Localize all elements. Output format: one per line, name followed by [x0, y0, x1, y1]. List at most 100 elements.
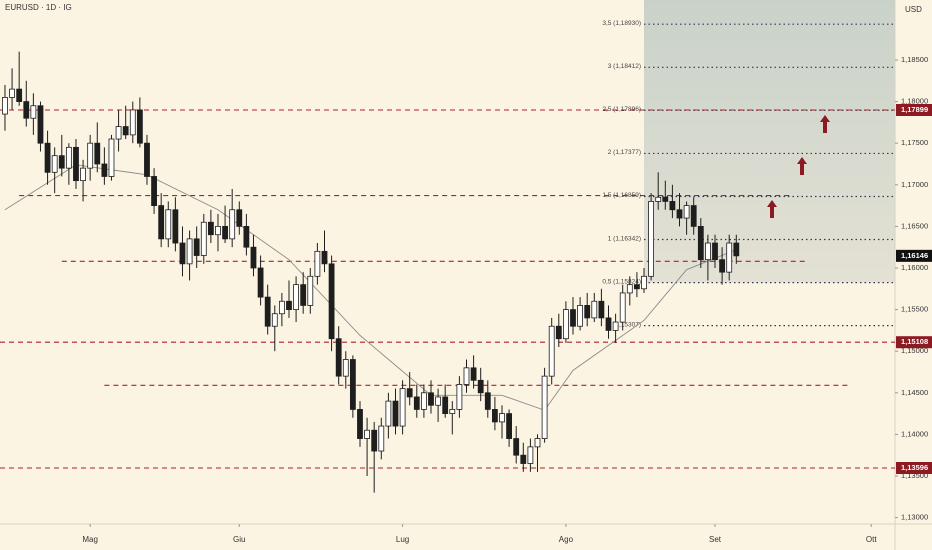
candle-body: [364, 429, 370, 439]
candle-body: [577, 305, 583, 327]
fib-label: 0 (1,15307): [608, 321, 641, 328]
candle-body: [115, 126, 122, 140]
candle-body: [726, 242, 733, 273]
candle-body: [520, 454, 527, 464]
candle-body: [527, 446, 534, 464]
candle-body: [144, 142, 150, 177]
candle-body: [186, 238, 193, 265]
candle-body: [342, 359, 349, 377]
x-tick-label: Lug: [396, 535, 409, 544]
candle-body: [676, 209, 683, 219]
candle-body: [605, 317, 612, 331]
candle-body: [626, 284, 633, 294]
candle-body: [172, 209, 179, 244]
candle-body: [428, 392, 434, 406]
candle-body: [477, 379, 484, 394]
candle-body: [697, 225, 704, 261]
candle-body: [229, 209, 236, 240]
candle-body: [243, 225, 250, 248]
candle-body: [420, 392, 427, 410]
candle-body: [612, 321, 619, 331]
y-tick-label: 1,15000: [901, 346, 928, 355]
candle-body: [669, 201, 676, 211]
candle-body: [257, 267, 264, 298]
fib-label: 3,5 (1,18930): [602, 20, 641, 27]
candle-body: [108, 138, 115, 177]
candle-body: [449, 409, 456, 414]
candle-body: [222, 225, 228, 240]
candle-body: [286, 300, 292, 310]
candle-body: [562, 309, 569, 340]
candle-body: [456, 384, 463, 410]
arrow-up: [767, 200, 777, 218]
candle-body: [349, 359, 356, 410]
candle-body: [51, 155, 58, 173]
candle-body: [534, 438, 541, 448]
candle-body: [73, 146, 79, 182]
candle-body: [378, 425, 385, 452]
candle-body: [690, 205, 697, 227]
candle-body: [101, 163, 108, 177]
candle-body: [328, 263, 335, 340]
candle-body: [335, 338, 342, 377]
level-price-label: 1,17899: [901, 105, 928, 114]
candle-body: [470, 367, 477, 381]
candle-body: [705, 242, 711, 261]
candle-body: [158, 205, 165, 240]
candle-body: [193, 238, 200, 256]
y-tick-label: 1,14000: [901, 429, 928, 438]
candle-body: [634, 284, 640, 290]
candle-body: [215, 225, 221, 236]
candle-body: [662, 196, 669, 202]
candle-body: [207, 221, 214, 236]
candle-body: [406, 388, 413, 398]
x-tick-label: Set: [709, 535, 722, 544]
candle-body: [683, 205, 690, 219]
y-tick-label: 1,13000: [901, 513, 928, 522]
candle-body: [499, 413, 505, 423]
candle-body: [122, 126, 129, 136]
candle-body: [321, 250, 328, 265]
candle-body: [733, 242, 740, 257]
y-tick-label: 1,14500: [901, 388, 928, 397]
candle-body: [30, 105, 37, 119]
candle-body: [307, 275, 314, 306]
fib-label: 0,5 (1,15824): [602, 278, 641, 285]
candle-body: [151, 176, 157, 206]
y-tick-label: 1,17500: [901, 138, 928, 147]
candle-body: [165, 209, 172, 240]
candle-body: [484, 392, 491, 410]
candle-body: [371, 429, 378, 452]
candle-body: [399, 388, 406, 427]
candle-body: [264, 296, 271, 327]
candle-body: [548, 325, 555, 377]
last-price-box: [896, 249, 932, 262]
currency-label: USD: [905, 5, 922, 14]
candle-body: [641, 275, 647, 290]
candle-body: [136, 109, 143, 144]
candle-body: [278, 300, 285, 315]
x-tick-label: Mag: [82, 535, 98, 544]
fib-label: 3 (1,18412): [608, 63, 641, 70]
candle-body: [570, 309, 576, 327]
y-tick-label: 1,13500: [901, 471, 928, 480]
candle-body: [293, 284, 299, 310]
candle-body: [94, 142, 101, 165]
fib-label: 2 (1,17377): [608, 149, 641, 156]
level-price-label: 1,15108: [901, 337, 928, 346]
candle-body: [648, 201, 655, 277]
candle-body: [584, 305, 591, 319]
candle-body: [385, 400, 392, 427]
candle-body: [463, 367, 470, 385]
candle-body: [314, 250, 321, 277]
candle-body: [357, 409, 363, 439]
y-tick-label: 1,16500: [901, 221, 928, 230]
last-price-label: 1,16146: [901, 251, 928, 260]
candle-body: [555, 325, 562, 340]
arrows: [767, 115, 830, 218]
candle-body: [435, 396, 441, 406]
chart-title: EURUSD · 1D · IG: [5, 3, 72, 12]
x-tick-label: Giu: [233, 535, 245, 544]
candle-body: [200, 221, 207, 256]
